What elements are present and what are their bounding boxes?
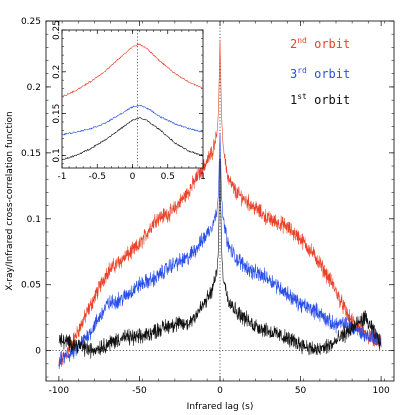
main-x-tick-label: 0 bbox=[217, 386, 223, 396]
legend-entry-ordinal: st bbox=[297, 92, 307, 101]
y-axis-title: X-ray/Infrared cross-correlation functio… bbox=[5, 111, 15, 290]
main-series-line-3 bbox=[58, 158, 382, 359]
inset-x-tick-label: -0.5 bbox=[88, 172, 106, 182]
legend-entry-3: 1st orbit bbox=[290, 92, 350, 107]
inset-y-tick-label: 0.15 bbox=[52, 104, 62, 124]
legend-entry-number: 2 bbox=[290, 37, 297, 51]
main-y-tick-label: 0.05 bbox=[21, 281, 41, 291]
main-y-tick-label: 0.15 bbox=[21, 149, 41, 159]
inset-x-tick-label: 1 bbox=[200, 172, 206, 182]
x-axis-title: Infrared lag (s) bbox=[187, 402, 254, 412]
main-y-tick-label: 0 bbox=[35, 347, 41, 357]
main-series-line-1 bbox=[58, 39, 382, 368]
main-x-tick-label: -50 bbox=[132, 386, 147, 396]
legend-entry-2: 3rd orbit bbox=[290, 66, 350, 81]
main-y-tick-label: 0.2 bbox=[27, 83, 41, 93]
inset-plot: -1 -0.5 0 0.5 1 0.1 0.15 0.2 0.25 bbox=[52, 20, 206, 182]
legend-entry-suffix: orbit bbox=[307, 67, 350, 81]
legend-entry-ordinal: rd bbox=[297, 66, 307, 75]
legend-entry-number: 3 bbox=[290, 67, 297, 81]
main-x-tick-label: -100 bbox=[49, 386, 70, 396]
inset-x-tick-label: 0 bbox=[130, 172, 136, 182]
inset-x-tick-label: -1 bbox=[58, 172, 67, 182]
inset-series-line-2 bbox=[61, 104, 204, 136]
inset-frame bbox=[61, 29, 204, 169]
inset-series-line-3 bbox=[61, 117, 204, 161]
main-y-tick-label: 0.1 bbox=[27, 215, 41, 225]
inset-series-line-1 bbox=[61, 43, 204, 98]
legend-entry-suffix: orbit bbox=[307, 37, 350, 51]
legend-entry-ordinal: nd bbox=[297, 36, 307, 45]
main-x-tick-label: 50 bbox=[295, 386, 307, 396]
legend-entry-1: 2nd orbit bbox=[290, 36, 350, 51]
main-x-tick-label: 100 bbox=[373, 386, 390, 396]
inset-y-tick-label: 0.1 bbox=[52, 148, 62, 162]
main-series-line-2 bbox=[58, 132, 382, 370]
main-y-tick-label: 0.25 bbox=[21, 17, 41, 27]
legend-entry-suffix: orbit bbox=[307, 93, 350, 107]
inset-y-tick-label: 0.25 bbox=[52, 20, 62, 40]
inset-y-tick-label: 0.2 bbox=[52, 65, 62, 79]
inset-x-tick-label: 0.5 bbox=[161, 172, 175, 182]
legend-entry-number: 1 bbox=[290, 93, 297, 107]
